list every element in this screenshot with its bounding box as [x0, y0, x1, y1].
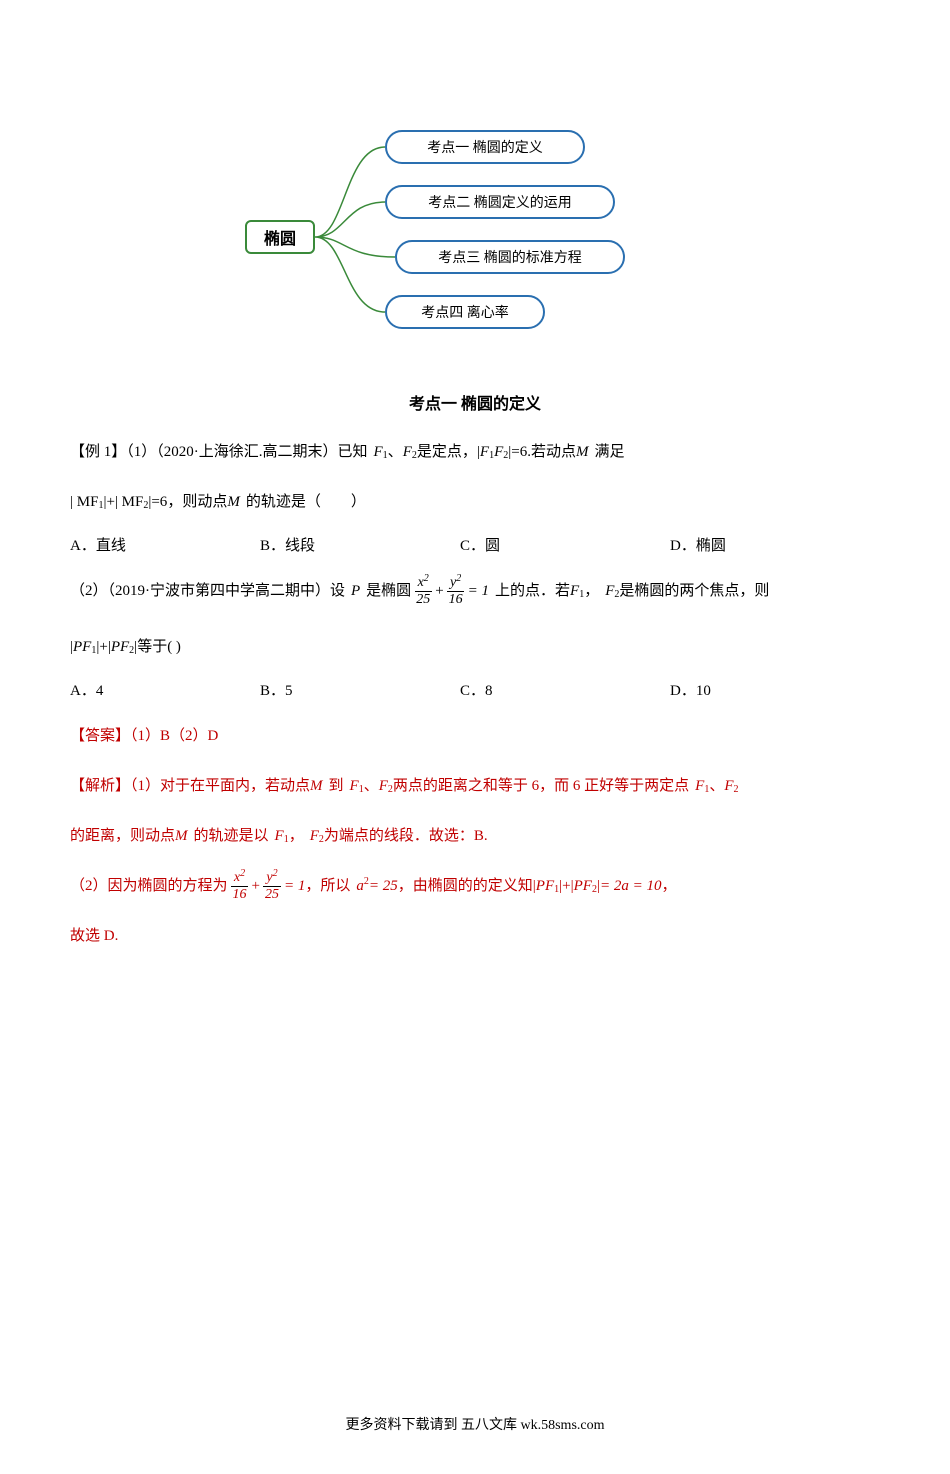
answer-line: 【答案】（1）B（2）D	[70, 718, 880, 754]
q2-p: P	[351, 573, 360, 609]
mind-map-diagram: 椭圆 考点一 椭圆的定义考点二 椭圆定义的运用考点三 椭圆的标准方程考点四 离心…	[225, 130, 725, 350]
leaf-node-0: 考点一 椭圆的定义	[385, 130, 585, 164]
section-title: 考点一 椭圆的定义	[70, 390, 880, 414]
q1-f1: F	[374, 434, 383, 470]
q2-choice-b: B．5	[260, 679, 460, 700]
leaf-node-2: 考点三 椭圆的标准方程	[395, 240, 625, 274]
q1-m: M	[576, 434, 589, 470]
leaf-node-3: 考点四 离心率	[385, 295, 545, 329]
q1-distance-formula: |F1F2|=6	[477, 434, 527, 470]
page-footer: 更多资料下载请到 五八文库 wk.58sms.com	[0, 1414, 950, 1434]
q1-choices: A．直线 B．线段 C．圆 D．椭圆	[70, 534, 880, 555]
q1-sum-formula: | MF1 |+| MF2 |=6	[70, 484, 167, 520]
q1-prefix: 【例 1】（1）（2020·上海徐汇.高二期末）已知	[70, 434, 368, 470]
example1-q2-line1: （2）（2019·宁波市第四中学高二期中）设 P 是椭圆 x2 25 + y2 …	[70, 573, 880, 609]
example1-q2-line2: |PF1| + |PF2| 等于( )	[70, 629, 880, 665]
explanation1-line1: 【解析】（1）对于在平面内，若动点 M 到 F1 、 F2 两点的距离之和等于 …	[70, 768, 880, 804]
exp2-sum-formula: |PF1| + |PF2|	[533, 868, 600, 904]
q1-f2: F	[403, 434, 412, 470]
q1-choice-c: C．圆	[460, 534, 670, 555]
leaf-node-1: 考点二 椭圆定义的运用	[385, 185, 615, 219]
q1-choice-b: B．线段	[260, 534, 460, 555]
explanation2-line1: （2）因为椭圆的方程为 x2 16 + y2 25 = 1 ，所以 a2 = 2…	[70, 868, 880, 904]
explanation2-line2: 故选 D.	[70, 918, 880, 954]
q2-prefix: （2）（2019·宁波市第四中学高二期中）设	[70, 573, 345, 609]
exp2-frac1: x2 16	[230, 870, 250, 902]
q2-frac1: x2 25	[413, 575, 433, 607]
explanation1-line2: 的距离，则动点 M 的轨迹是以 F1 ， F2 为端点的线段．故选：B.	[70, 818, 880, 854]
root-node: 椭圆	[245, 220, 315, 254]
q2-choice-d: D．10	[670, 679, 850, 700]
q2-choice-a: A．4	[70, 679, 260, 700]
q1-choice-a: A．直线	[70, 534, 260, 555]
q2-choices: A．4 B．5 C．8 D．10	[70, 679, 880, 700]
exp2-frac2: y2 25	[262, 870, 282, 902]
q2-choice-c: C．8	[460, 679, 670, 700]
q2-sum-formula: |PF1| + |PF2|	[70, 629, 137, 665]
q2-frac2: y2 16	[446, 575, 466, 607]
example1-q1-line1: 【例 1】（1）（2020·上海徐汇.高二期末）已知 F1 、 F2 是定点， …	[70, 434, 880, 470]
q1-choice-d: D．椭圆	[670, 534, 850, 555]
example1-q1-line2: | MF1 |+| MF2 |=6 ，则动点 M 的轨迹是（ ）	[70, 484, 880, 520]
root-label: 椭圆	[264, 225, 296, 249]
